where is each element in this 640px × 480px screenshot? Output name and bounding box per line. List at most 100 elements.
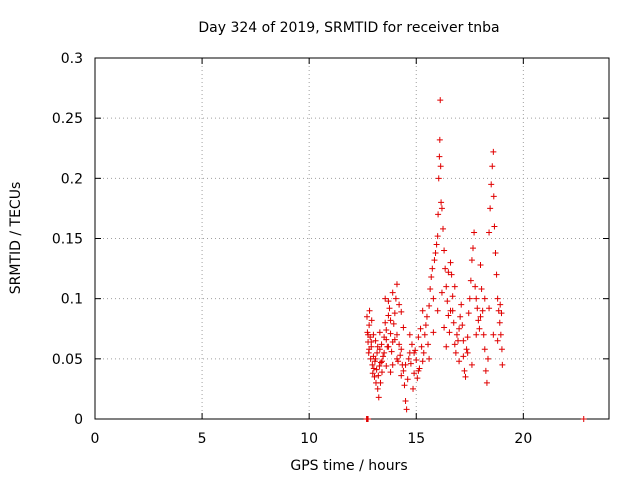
data-point bbox=[413, 357, 420, 364]
data-point bbox=[497, 301, 504, 308]
data-point bbox=[478, 286, 485, 293]
data-point bbox=[387, 317, 394, 324]
data-point bbox=[455, 337, 462, 344]
data-point bbox=[437, 97, 444, 104]
y-axis-label: SRMTID / TECUs bbox=[8, 182, 24, 295]
data-point bbox=[414, 375, 421, 382]
data-point bbox=[436, 153, 443, 160]
data-point bbox=[388, 348, 395, 355]
data-point bbox=[391, 310, 398, 317]
x-tick-label: 15 bbox=[407, 431, 425, 447]
data-point bbox=[451, 341, 458, 348]
grid-lines bbox=[95, 58, 609, 419]
data-point bbox=[406, 331, 413, 338]
data-point bbox=[476, 325, 483, 332]
data-point bbox=[494, 295, 501, 302]
data-point bbox=[418, 343, 425, 350]
data-point bbox=[480, 331, 487, 338]
data-point bbox=[490, 193, 497, 200]
data-point bbox=[417, 325, 424, 332]
data-point bbox=[397, 352, 404, 359]
data-point bbox=[498, 310, 505, 317]
data-point bbox=[396, 341, 403, 348]
data-point bbox=[375, 372, 382, 379]
data-point bbox=[458, 301, 465, 308]
y-tick-label: 0.15 bbox=[52, 232, 83, 248]
data-point bbox=[465, 310, 472, 317]
data-point bbox=[479, 307, 486, 314]
data-point bbox=[499, 361, 506, 368]
data-point bbox=[421, 331, 428, 338]
data-point bbox=[378, 369, 385, 376]
data-point bbox=[438, 205, 445, 212]
data-point bbox=[387, 330, 394, 337]
data-point bbox=[483, 379, 490, 386]
data-point bbox=[459, 322, 466, 329]
x-axis-label: GPS time / hours bbox=[290, 458, 407, 474]
y-tick-label: 0.25 bbox=[52, 111, 83, 127]
data-point bbox=[405, 355, 412, 362]
data-point bbox=[391, 336, 398, 343]
data-point bbox=[398, 308, 405, 315]
data-point bbox=[398, 346, 405, 353]
data-point bbox=[486, 229, 493, 236]
data-point bbox=[456, 325, 463, 332]
axis-ticks bbox=[94, 57, 609, 420]
data-point bbox=[442, 265, 449, 272]
data-point bbox=[491, 223, 498, 230]
data-point bbox=[377, 379, 384, 386]
data-point bbox=[487, 205, 494, 212]
data-point bbox=[385, 312, 392, 319]
data-point bbox=[443, 343, 450, 350]
data-point bbox=[498, 346, 505, 353]
data-point bbox=[378, 358, 385, 365]
data-point bbox=[385, 343, 392, 350]
data-point bbox=[374, 349, 381, 356]
data-point bbox=[494, 337, 501, 344]
data-point bbox=[425, 341, 432, 348]
data-point bbox=[369, 370, 376, 377]
data-point bbox=[375, 394, 382, 401]
x-tick-label: 10 bbox=[300, 431, 318, 447]
x-tick-label: 0 bbox=[91, 431, 100, 447]
data-point bbox=[467, 277, 474, 284]
data-point bbox=[368, 317, 375, 324]
data-point bbox=[383, 336, 390, 343]
data-point bbox=[477, 313, 484, 320]
data-point bbox=[376, 329, 383, 336]
data-point bbox=[468, 257, 475, 264]
data-point bbox=[449, 293, 456, 300]
data-point bbox=[470, 245, 477, 252]
data-point bbox=[438, 289, 445, 296]
data-point bbox=[438, 199, 445, 206]
data-point bbox=[426, 355, 433, 362]
data-point bbox=[433, 241, 440, 248]
data-point bbox=[387, 369, 394, 376]
data-point bbox=[482, 367, 489, 374]
data-point bbox=[378, 341, 385, 348]
data-point bbox=[466, 295, 473, 302]
data-point bbox=[382, 319, 389, 326]
data-point bbox=[440, 225, 447, 232]
data-point bbox=[463, 346, 470, 353]
data-point bbox=[471, 229, 478, 236]
data-point bbox=[464, 334, 471, 341]
data-point bbox=[445, 269, 452, 276]
data-point bbox=[411, 349, 418, 356]
data-point bbox=[423, 313, 430, 320]
data-point bbox=[401, 382, 408, 389]
data-point bbox=[448, 271, 455, 278]
data-point bbox=[464, 349, 471, 356]
data-point bbox=[461, 367, 468, 374]
chart-title: Day 324 of 2019, SRMTID for receiver tnb… bbox=[198, 20, 499, 36]
data-point bbox=[432, 249, 439, 256]
data-point bbox=[402, 397, 409, 404]
data-point bbox=[447, 307, 454, 314]
data-point bbox=[386, 305, 393, 312]
data-point bbox=[381, 349, 388, 356]
data-point bbox=[431, 257, 438, 264]
data-point bbox=[429, 265, 436, 272]
data-point bbox=[490, 331, 497, 338]
data-point bbox=[457, 313, 464, 320]
data-point bbox=[446, 329, 453, 336]
